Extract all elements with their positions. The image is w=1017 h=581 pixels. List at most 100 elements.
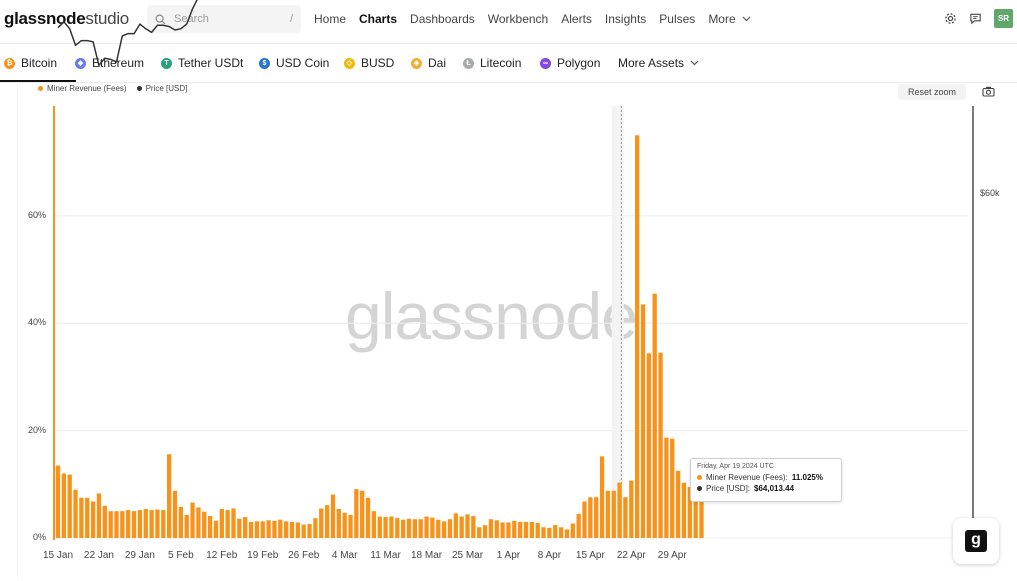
- fee-bar: [471, 515, 476, 538]
- user-avatar[interactable]: SR: [994, 9, 1013, 28]
- fee-bar: [547, 527, 552, 538]
- fee-bar: [178, 506, 183, 538]
- fee-bar: [441, 521, 447, 538]
- legend-item-fees[interactable]: Miner Revenue (Fees): [38, 84, 127, 93]
- nav-insights[interactable]: Insights: [604, 12, 647, 26]
- fee-bar: [576, 513, 581, 538]
- nav-dashboards[interactable]: Dashboards: [410, 12, 475, 26]
- tooltip-value: $64,013.44: [754, 484, 795, 493]
- hover-highlight-band: [611, 106, 624, 538]
- fee-bar: [184, 514, 189, 538]
- nav-more[interactable]: More: [708, 12, 751, 26]
- search-placeholder: Search: [174, 13, 209, 25]
- tooltip-row-fees: Miner Revenue (Fees): 11.025%: [697, 472, 835, 483]
- fee-bar: [477, 527, 482, 538]
- fee-bar: [635, 135, 640, 538]
- asset-tab-usd-coin[interactable]: $ USD Coin: [259, 56, 329, 70]
- fee-bar: [360, 490, 365, 538]
- nav-pulses[interactable]: Pulses: [659, 12, 696, 26]
- tooltip-row-price: Price [USD]: $64,013.44: [697, 483, 835, 494]
- chat-icon[interactable]: [969, 12, 982, 25]
- x-tick-label: 11 Mar: [370, 550, 401, 561]
- fee-bar: [243, 517, 248, 538]
- fee-bar: [675, 470, 681, 538]
- fee-bar: [594, 497, 599, 538]
- chart-tooltip: Friday, Apr 19 2024 UTC Miner Revenue (F…: [690, 458, 842, 502]
- fee-bar: [693, 493, 698, 538]
- tooltip-label: Miner Revenue (Fees):: [706, 473, 788, 482]
- fee-bar: [436, 519, 441, 538]
- fee-bar: [336, 509, 341, 538]
- reset-zoom-button[interactable]: Reset zoom: [898, 84, 966, 100]
- fee-bar: [348, 514, 353, 538]
- asset-tab-ethereum[interactable]: ◆ Ethereum: [75, 56, 144, 70]
- asset-label: Ethereum: [92, 56, 145, 70]
- fee-bar: [248, 521, 254, 538]
- fee-bar: [377, 516, 382, 538]
- x-tick-label: 4 Mar: [331, 550, 358, 561]
- fee-bar: [365, 497, 371, 538]
- tooltip-date: Friday, Apr 19 2024 UTC: [697, 463, 774, 470]
- asset-label: Litecoin: [480, 56, 522, 70]
- chart-panel: [17, 84, 1017, 578]
- fee-bar: [453, 513, 458, 538]
- fee-bar: [324, 505, 330, 538]
- nav-charts[interactable]: Charts: [359, 12, 398, 26]
- fee-bar: [541, 527, 546, 538]
- fee-bar: [172, 490, 178, 538]
- fee-bar: [523, 521, 529, 538]
- glassnode-assistant-button[interactable]: g: [953, 518, 999, 564]
- active-asset-indicator: [0, 80, 76, 82]
- asset-tab-dai[interactable]: ◈ Dai: [411, 56, 446, 70]
- fee-bar: [512, 520, 517, 538]
- fee-bar: [500, 522, 505, 538]
- asset-tab-bitcoin[interactable]: ₿ Bitcoin: [4, 56, 57, 70]
- y-tick-label: 60%: [27, 209, 46, 220]
- nav-more-label: More: [708, 12, 736, 26]
- fee-bar: [418, 519, 423, 538]
- fee-bar: [161, 510, 166, 538]
- asset-tab-litecoin[interactable]: Ł Litecoin: [463, 56, 521, 70]
- asset-tab-polygon[interactable]: ∞ Polygon: [540, 56, 600, 70]
- fee-bar: [389, 516, 394, 538]
- fee-bar: [582, 501, 587, 538]
- gear-icon[interactable]: [944, 12, 957, 25]
- main-nav: Home Charts Dashboards Workbench Alerts …: [314, 12, 764, 26]
- fee-bar: [430, 517, 435, 538]
- x-tick-label: 18 Mar: [410, 550, 443, 561]
- fee-bar: [289, 521, 295, 538]
- fee-bar: [254, 521, 260, 538]
- chevron-down-icon: [742, 16, 751, 22]
- asset-label: USD Coin: [276, 56, 330, 70]
- litecoin-icon: Ł: [463, 57, 474, 69]
- x-tick-label: 1 Apr: [496, 550, 521, 561]
- fee-bar: [260, 521, 265, 538]
- legend-item-price[interactable]: Price [USD]: [136, 84, 187, 93]
- fee-bar: [55, 465, 61, 538]
- fee-bar: [330, 494, 336, 538]
- fee-bar: [652, 293, 657, 538]
- chart-legend: Miner Revenue (Fees) Price [USD]: [38, 84, 187, 93]
- fee-bar: [506, 522, 511, 538]
- fee-bar: [681, 482, 687, 538]
- fee-bar: [658, 352, 663, 538]
- fee-bar: [459, 516, 464, 538]
- fee-bar: [687, 486, 692, 538]
- nav-alerts[interactable]: Alerts: [561, 12, 592, 26]
- legend-label: Miner Revenue (Fees): [47, 84, 127, 93]
- more-assets-dropdown[interactable]: More Assets: [618, 56, 699, 70]
- asset-tab-busd[interactable]: ◇ BUSD: [344, 56, 394, 70]
- y-tick-label: 0%: [32, 532, 46, 542]
- nav-workbench[interactable]: Workbench: [487, 12, 549, 26]
- fee-bar: [465, 514, 470, 538]
- glassnode-g-icon: g: [965, 530, 987, 552]
- fee-bar: [213, 520, 219, 538]
- ethereum-icon: ◆: [75, 57, 86, 69]
- asset-tab-tether[interactable]: T Tether USDt: [161, 56, 243, 70]
- fee-bar: [131, 511, 137, 538]
- nav-home[interactable]: Home: [314, 12, 347, 26]
- camera-icon[interactable]: [982, 86, 995, 97]
- x-tick-label: 25 Mar: [451, 550, 484, 561]
- fee-bar: [553, 525, 558, 538]
